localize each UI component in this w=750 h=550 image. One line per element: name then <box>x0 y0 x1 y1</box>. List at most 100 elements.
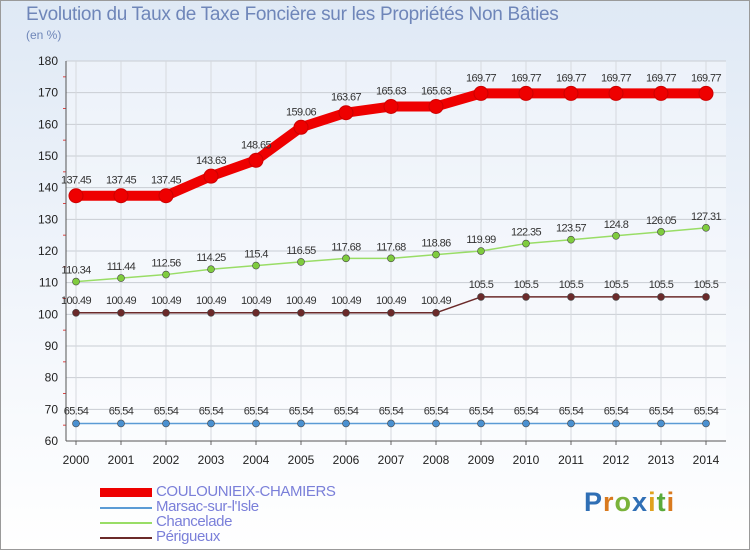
data-point <box>698 85 714 101</box>
data-point <box>702 293 710 301</box>
data-point <box>432 419 440 428</box>
y-tick-label: 170 <box>38 86 58 100</box>
data-label: 65.54 <box>334 405 359 417</box>
data-point <box>162 419 170 428</box>
legend-swatch-chancelade <box>100 522 152 524</box>
data-point <box>203 168 219 184</box>
data-point <box>432 250 440 259</box>
data-point <box>387 254 395 263</box>
data-point <box>563 85 579 101</box>
legend-label: Périgueux <box>156 528 220 545</box>
y-tick-label: 70 <box>45 402 59 416</box>
data-point <box>207 265 215 274</box>
data-label: 118.86 <box>421 238 451 250</box>
data-point <box>477 247 485 255</box>
data-label: 65.54 <box>649 405 674 417</box>
data-point <box>522 419 530 428</box>
data-point <box>702 419 710 428</box>
data-point <box>387 308 395 317</box>
data-label: 100.49 <box>196 295 227 307</box>
data-label: 100.49 <box>421 295 452 307</box>
x-tick-label: 2010 <box>513 453 540 467</box>
x-tick-label: 2004 <box>243 453 270 467</box>
data-point <box>567 293 575 301</box>
data-point <box>252 261 260 270</box>
data-point <box>72 308 80 317</box>
legend-swatch-marsac <box>100 507 152 509</box>
data-point <box>117 419 125 428</box>
logo-letter: P <box>584 487 604 517</box>
data-label: 100.49 <box>241 295 272 307</box>
data-point <box>477 419 485 428</box>
logo-letter: x <box>632 487 649 517</box>
data-label: 169.77 <box>646 72 677 84</box>
y-tick-label: 110 <box>39 276 58 290</box>
logo-letter: i <box>666 487 676 517</box>
data-point <box>252 308 260 317</box>
data-point <box>612 419 620 428</box>
data-point <box>477 293 485 301</box>
data-label: 117.68 <box>331 241 361 253</box>
data-point <box>432 308 440 317</box>
data-point <box>113 188 129 204</box>
y-tick-label: 180 <box>38 54 58 68</box>
y-tick-label: 150 <box>38 149 58 163</box>
x-tick-label: 2005 <box>288 453 315 467</box>
data-label: 165.63 <box>376 86 407 98</box>
data-point <box>72 277 80 286</box>
data-label: 127.31 <box>691 211 722 223</box>
data-label: 143.63 <box>196 155 227 167</box>
x-tick-label: 2009 <box>468 453 495 467</box>
x-tick-label: 2013 <box>648 453 675 467</box>
data-point <box>383 99 399 115</box>
legend-swatch-perigueux <box>100 537 152 539</box>
data-label: 163.67 <box>331 92 362 104</box>
data-label: 112.56 <box>151 258 181 270</box>
data-point <box>612 232 620 240</box>
data-label: 115.4 <box>244 249 268 261</box>
data-label: 124.8 <box>604 219 629 231</box>
data-label: 65.54 <box>289 405 314 417</box>
chart-title: Evolution du Taux de Taxe Foncière sur l… <box>26 4 559 25</box>
data-point <box>252 419 260 428</box>
x-tick-label: 2012 <box>603 453 630 467</box>
data-point <box>657 293 665 301</box>
data-point <box>657 419 665 428</box>
data-label: 105.5 <box>649 279 674 291</box>
x-tick-label: 2006 <box>333 453 360 467</box>
data-label: 65.54 <box>469 405 494 417</box>
data-label: 65.54 <box>244 405 269 417</box>
data-point <box>702 224 710 232</box>
data-point <box>342 254 350 263</box>
data-label: 105.5 <box>604 279 629 291</box>
data-label: 100.49 <box>151 295 182 307</box>
data-point <box>342 308 350 317</box>
legend-label: COULOUNIEIX-CHAMIERS <box>156 483 336 500</box>
chart-subtitle: (en %) <box>26 28 62 42</box>
data-label: 100.49 <box>106 295 137 307</box>
data-point <box>297 308 305 317</box>
data-label: 65.54 <box>604 405 629 417</box>
x-tick-label: 2000 <box>63 453 90 467</box>
data-label: 148.65 <box>241 139 272 151</box>
data-label: 137.45 <box>61 175 92 187</box>
x-tick-label: 2014 <box>693 453 720 467</box>
data-point <box>567 419 575 428</box>
data-label: 169.77 <box>556 72 587 84</box>
data-label: 65.54 <box>514 405 539 417</box>
data-point <box>387 419 395 428</box>
data-label: 105.5 <box>514 279 539 291</box>
x-tick-label: 2001 <box>108 453 135 467</box>
x-tick-label: 2002 <box>153 453 180 467</box>
data-label: 117.68 <box>376 241 406 253</box>
data-point <box>657 228 665 236</box>
logo-letter: r <box>603 487 615 517</box>
data-point <box>297 419 305 428</box>
data-point <box>117 308 125 317</box>
data-label: 65.54 <box>424 405 449 417</box>
legend-label: Chancelade <box>156 513 233 530</box>
data-label: 110.34 <box>61 265 91 277</box>
data-label: 65.54 <box>154 405 179 417</box>
proxiti-logo: Proxiti <box>584 487 675 518</box>
